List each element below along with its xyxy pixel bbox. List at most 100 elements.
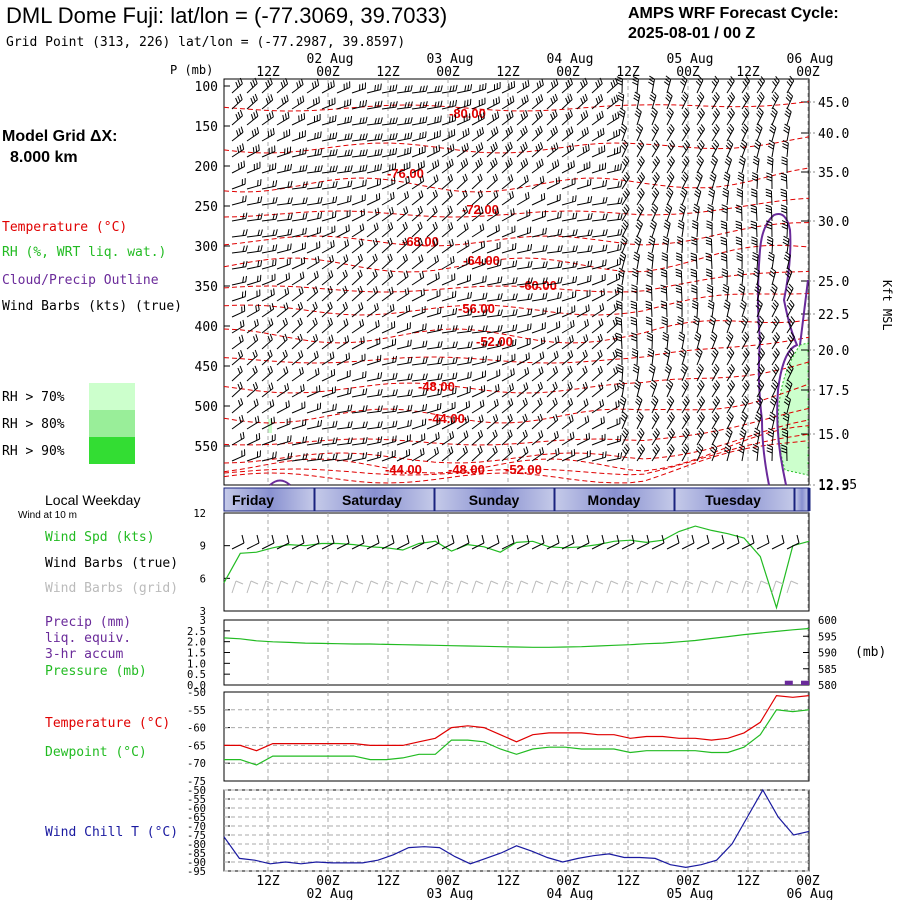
wind-barb-flag [440, 324, 443, 331]
wind-barb-flag [587, 260, 590, 267]
wind-barb [411, 373, 428, 382]
wind-barb-flag [404, 102, 407, 109]
wind-barb [765, 204, 773, 222]
wind-barb [336, 239, 350, 254]
wind-barb-staff [711, 303, 715, 318]
wind-barb-flag [753, 155, 760, 160]
wind-barb-flag [715, 396, 720, 402]
wind-barb [751, 172, 759, 190]
weekday-label: Saturday [342, 492, 402, 508]
wind-barb-flag [269, 304, 272, 311]
wind-barb [396, 419, 412, 430]
wind-barb-flag [299, 165, 302, 172]
wind-barb [231, 449, 246, 462]
wind-barb [681, 412, 691, 430]
wind-barb-staff [786, 222, 789, 238]
wind-barb [531, 125, 543, 142]
wind-barb [411, 205, 423, 222]
wind-barb-staff [426, 165, 440, 174]
wind-barb-flag [599, 333, 603, 340]
wind-barb-staff [471, 179, 483, 190]
wind-barb-flag [758, 382, 763, 388]
wind-barb-flag [780, 188, 787, 192]
wind-barb-staff [576, 280, 591, 286]
wind-barb-grid [261, 580, 274, 594]
wind-barb [426, 205, 438, 222]
wind-barb-staff [696, 368, 704, 382]
wind-barb [381, 117, 398, 126]
wind-barb-flag [320, 165, 323, 172]
wind-barb-flag [633, 97, 639, 102]
wind-barb [306, 131, 322, 142]
wind-barb-flag [726, 417, 732, 423]
wind-barb-flag [500, 309, 503, 316]
wind-barb-staff [246, 83, 258, 94]
wind-barb-flag [617, 385, 624, 390]
wind-barb [246, 110, 259, 126]
wind-barb-flag [754, 267, 760, 272]
wind-barb [695, 171, 703, 190]
wind-barb-flag [239, 109, 243, 116]
wind-barb-flag [242, 245, 245, 252]
wind-barb-flag [417, 207, 421, 214]
precip-frame [223, 619, 810, 686]
wind-barb [786, 363, 794, 382]
wind-barb-flag [738, 449, 744, 454]
wind-barb [756, 76, 766, 94]
wind-barb-flag [682, 382, 688, 388]
wind-barb [276, 129, 291, 142]
wind-barb [366, 253, 378, 270]
wind-barb-flag [567, 367, 571, 374]
wind-barb-flag [270, 94, 274, 101]
wind-barb [591, 433, 606, 446]
wind-barb-flag [521, 98, 524, 105]
wind-barb-flag [566, 146, 570, 153]
wind-barb-flag [605, 244, 608, 251]
wind-barb-flag [713, 427, 719, 433]
wind-barb-flag [760, 331, 765, 338]
wind-barb [516, 244, 533, 254]
wind-barb-flag [712, 97, 717, 103]
wind-barb [591, 451, 607, 462]
wind-barb-staff [666, 400, 675, 414]
wind-barb-flag [724, 161, 730, 166]
bottom-day-label: 06 Aug [787, 887, 834, 900]
wind-barb-flag [765, 188, 772, 192]
wind-barb-flag [645, 316, 652, 320]
wind-barb-staff [486, 87, 501, 94]
wind-barb-staff [321, 291, 333, 302]
wind-barb-flag [756, 385, 762, 391]
wind-barb-staff [351, 185, 366, 190]
wind-barb-flag [557, 277, 560, 284]
wind-barb-flag [705, 252, 712, 256]
wind-barb-flag [272, 244, 275, 251]
wind-barb-flag [690, 252, 697, 256]
wind-barb [501, 208, 515, 222]
wind-barb-flag [372, 271, 376, 278]
wind-barb-flag [452, 85, 455, 92]
wind-barb-staff [456, 163, 469, 174]
wind-barb [501, 353, 516, 366]
wind-barb-flag [330, 241, 333, 248]
top-hour-label: 00Z [556, 65, 580, 80]
wind-barb [561, 305, 576, 318]
wind-barb-staff [351, 214, 365, 222]
wind-barb-flag [721, 268, 728, 272]
wind-barb-flag [786, 369, 791, 375]
wind-barb-staff [696, 351, 703, 366]
wind-barb-flag [653, 190, 658, 196]
wind-barb [784, 267, 793, 286]
wind-barb-flag [508, 176, 511, 183]
wind-barb-staff [711, 96, 720, 110]
wind-barb [662, 331, 669, 350]
wind-barb-flag [467, 415, 470, 422]
wind-barb-flag [505, 161, 509, 168]
wind-barb [291, 436, 308, 446]
wind-barb [456, 84, 473, 94]
wind-barb-staff [291, 542, 305, 550]
wind-barb-flag [305, 452, 308, 460]
wind-barb-flag [245, 245, 248, 252]
wind-barb-flag [721, 534, 725, 544]
wind-barb [632, 75, 639, 94]
wind-barb-flag [395, 355, 397, 362]
